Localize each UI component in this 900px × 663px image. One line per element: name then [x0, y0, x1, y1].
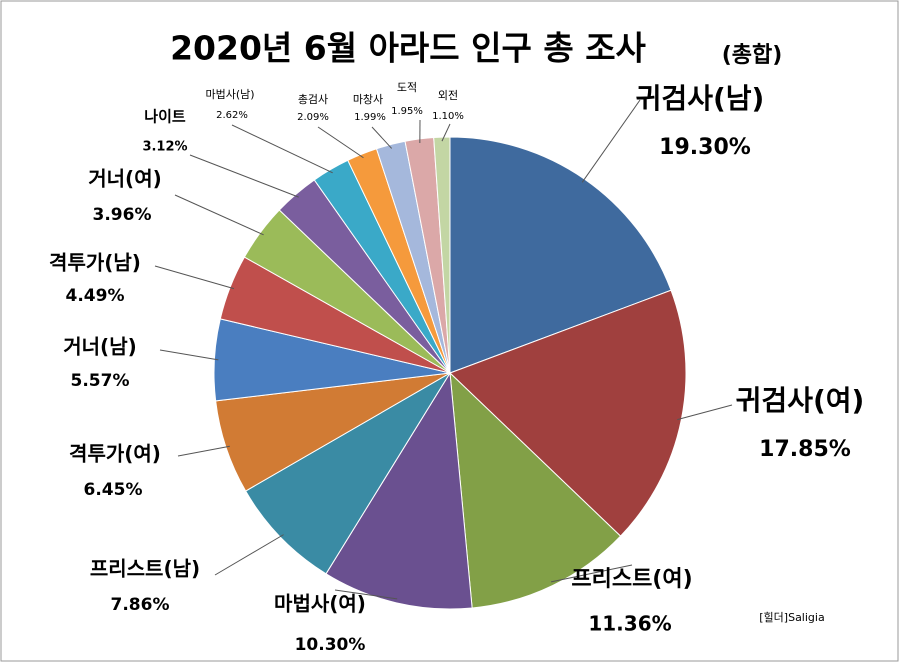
- slice-label: 귀검사(남): [636, 82, 765, 115]
- leader-line: [317, 126, 364, 159]
- slice-label: 귀검사(여): [736, 384, 865, 417]
- leader-line: [159, 349, 219, 361]
- slice-label: 마법사(남): [205, 88, 254, 101]
- slice-label: 도적: [397, 81, 417, 94]
- value-label: 3.12%: [142, 140, 187, 155]
- value-label: 1.95%: [391, 106, 423, 117]
- annotation: [힐더]Saligia: [759, 611, 824, 624]
- slice-label: 거너(남): [63, 335, 136, 359]
- value-label: 4.49%: [66, 286, 125, 306]
- value-label: 2.62%: [216, 110, 248, 121]
- slice-label: 격투가(여): [69, 442, 161, 466]
- leader-line: [231, 124, 333, 174]
- pie-slice: [433, 136, 451, 374]
- pie-slice: [325, 371, 473, 610]
- pie-slice: [244, 372, 451, 575]
- value-label: 10.30%: [295, 635, 366, 655]
- value-label: 1.99%: [354, 112, 386, 123]
- chart-subtitle: (총합): [722, 42, 783, 68]
- value-label: 6.45%: [84, 480, 143, 500]
- leader-line: [174, 194, 264, 236]
- leader-line: [214, 534, 284, 576]
- slice-label: 격투가(남): [49, 251, 141, 275]
- value-label: 5.57%: [71, 371, 130, 391]
- value-label: 2.09%: [297, 112, 329, 123]
- leader-line: [371, 126, 393, 149]
- value-label: 11.36%: [588, 612, 671, 636]
- value-label: 19.30%: [659, 135, 751, 160]
- slice-label: 총검사: [298, 93, 328, 106]
- leader-line: [177, 445, 230, 457]
- slice-label: 프리스트(남): [90, 557, 200, 581]
- chart-title: 2020년 6월 아라드 인구 총 조사: [170, 29, 646, 68]
- slice-label: 마법사(여): [274, 592, 366, 616]
- leader-line: [154, 265, 235, 290]
- pie-slice: [449, 371, 622, 609]
- value-label: 17.85%: [759, 437, 851, 462]
- slice-label: 외전: [438, 89, 458, 102]
- slice-label: 거너(여): [88, 167, 161, 191]
- leader-line: [581, 99, 641, 183]
- value-label: 3.96%: [93, 205, 152, 225]
- slice-label: 마창사: [353, 93, 383, 106]
- leader-line: [677, 404, 733, 421]
- leader-line: [189, 154, 299, 198]
- slice-label: 프리스트(여): [571, 567, 692, 592]
- leader-line: [441, 123, 451, 142]
- value-label: 7.86%: [111, 595, 170, 615]
- slice-label: 나이트: [144, 108, 186, 126]
- value-label: 1.10%: [432, 111, 464, 122]
- pie-slice: [449, 289, 687, 537]
- leader-line: [550, 564, 633, 583]
- leader-line: [334, 589, 398, 600]
